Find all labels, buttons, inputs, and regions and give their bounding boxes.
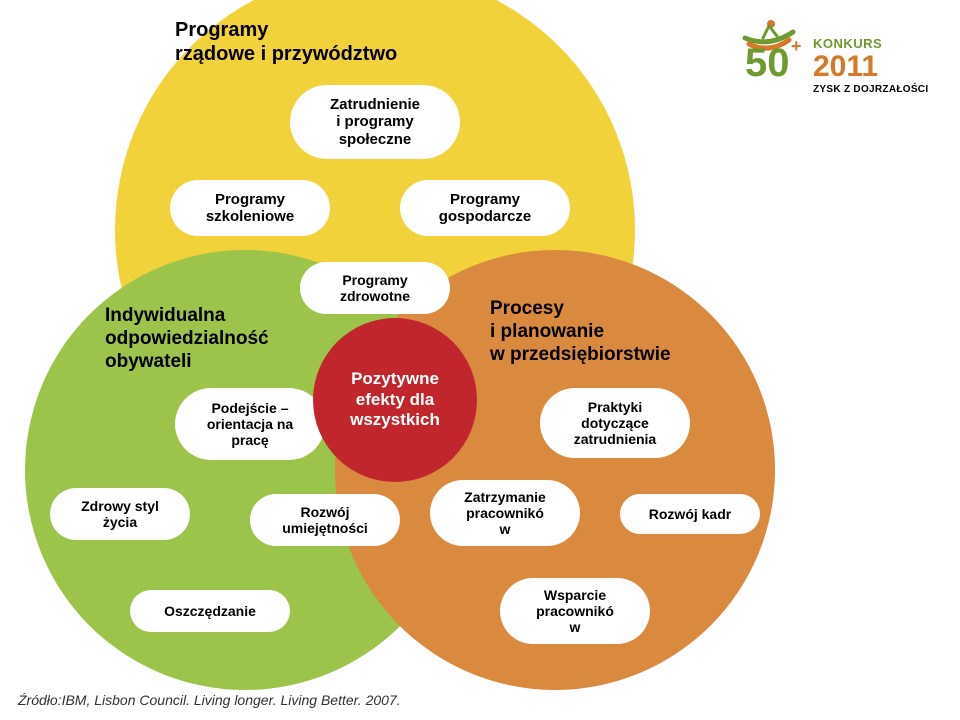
- pill-saving: Oszczędzanie: [130, 590, 290, 632]
- source-citation: Źródło:IBM, Lisbon Council. Living longe…: [18, 692, 401, 708]
- logo-konkurs: KONKURS: [813, 36, 882, 51]
- pill-staff-development: Rozwój kadr: [620, 494, 760, 534]
- heading-top: Programyrządowe i przywództwo: [175, 18, 397, 66]
- pill-employment-social: Zatrudnieniei programyspołeczne: [290, 85, 460, 159]
- pill-employee-support: Wsparciepracowników: [500, 578, 650, 644]
- logo-tagline: ZYSK Z DOJRZAŁOŚCI: [813, 82, 928, 95]
- heading-left: Indywidualnaodpowiedzialnośćobywateli: [105, 305, 269, 373]
- contest-logo: 50 + KONKURS 2011 ZYSK Z DOJRZAŁOŚCI: [715, 18, 940, 103]
- pill-training-programs: Programyszkoleniowe: [170, 180, 330, 236]
- logo-fifty: 50: [745, 41, 790, 85]
- logo-plus-icon: +: [791, 36, 802, 56]
- pill-employment-practices: Praktykidotyczącezatrudnienia: [540, 388, 690, 458]
- pill-skill-development: Rozwójumiejętności: [250, 494, 400, 546]
- heading-right: Procesyi planowaniew przedsiębiorstwie: [490, 298, 671, 366]
- pill-healthy-lifestyle: Zdrowy stylżycia: [50, 488, 190, 540]
- center-badge: Pozytywneefekty dlawszystkich: [313, 318, 477, 482]
- logo-year: 2011: [813, 50, 878, 83]
- pill-work-orientation: Podejście –orientacja napracę: [175, 388, 325, 460]
- pill-health-programs: Programyzdrowotne: [300, 262, 450, 314]
- pill-employee-retention: Zatrzymaniepracowników: [430, 480, 580, 546]
- diagram-stage: Programyrządowe i przywództwo Indywidual…: [0, 0, 960, 720]
- pill-economic-programs: Programygospodarcze: [400, 180, 570, 236]
- logo-svg: 50 + KONKURS 2011 ZYSK Z DOJRZAŁOŚCI: [715, 18, 940, 98]
